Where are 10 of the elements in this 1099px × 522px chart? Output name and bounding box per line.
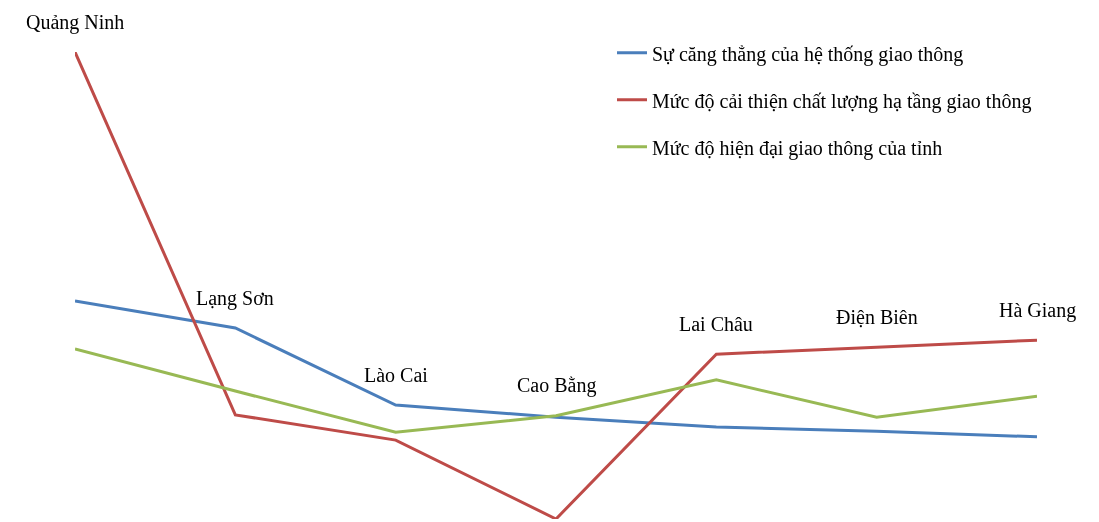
- x-tick-label: Lai Châu: [679, 313, 753, 335]
- legend-label: Mức độ cải thiện chất lượng hạ tầng giao thông: [652, 89, 1032, 113]
- x-tick-label: Hà Giang: [999, 299, 1077, 322]
- legend-label: Sự căng thẳng của hệ thống giao thông: [652, 42, 964, 66]
- x-tick-label: Lào Cai: [364, 364, 429, 386]
- x-tick-label: Quảng Ninh: [26, 11, 125, 34]
- legend-label: Mức độ hiện đại giao thông của tỉnh: [652, 136, 943, 160]
- x-tick-label: Cao Bằng: [517, 374, 597, 397]
- x-tick-label: Lạng Sơn: [196, 287, 274, 310]
- x-tick-label: Điện Biên: [836, 306, 918, 328]
